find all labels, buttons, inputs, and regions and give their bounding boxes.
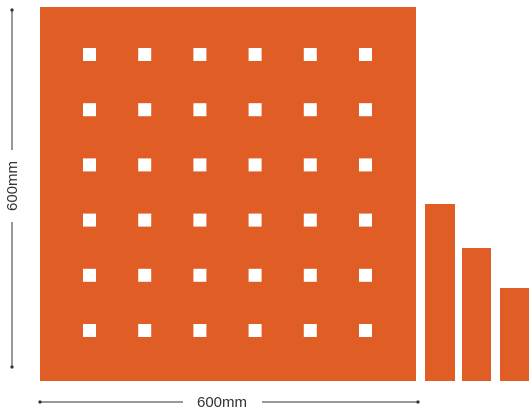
height-dimension: 600mm bbox=[4, 8, 21, 369]
perforation-hole bbox=[193, 324, 207, 337]
perforation-hole bbox=[359, 324, 372, 337]
side-strip-3 bbox=[500, 288, 529, 381]
perforation-hole bbox=[138, 48, 152, 61]
hole-grid bbox=[83, 48, 372, 337]
width-dimension: 600mm bbox=[38, 394, 420, 411]
perforation-hole bbox=[83, 48, 96, 61]
side-strip-1 bbox=[425, 204, 455, 381]
perforation-hole bbox=[359, 268, 372, 282]
perforation-hole bbox=[359, 48, 372, 61]
perforation-hole bbox=[303, 268, 317, 282]
perforation-hole bbox=[248, 213, 262, 227]
width-dimension-label: 600mm bbox=[197, 394, 247, 411]
perforation-hole bbox=[193, 158, 207, 172]
perforation-hole bbox=[248, 268, 262, 282]
perforation-hole bbox=[248, 48, 262, 61]
perforation-hole bbox=[248, 103, 262, 117]
perforated-panel bbox=[40, 7, 416, 381]
perforation-hole bbox=[193, 268, 207, 282]
perforation-hole bbox=[138, 268, 152, 282]
side-strip-2 bbox=[462, 248, 491, 381]
perforation-hole bbox=[248, 158, 262, 172]
height-dimension-label: 600mm bbox=[4, 161, 21, 211]
perforation-hole bbox=[138, 103, 152, 117]
perforation-hole bbox=[193, 103, 207, 117]
perforation-hole bbox=[138, 324, 152, 337]
perforation-hole bbox=[303, 158, 317, 172]
perforation-hole bbox=[83, 324, 96, 337]
perforation-hole bbox=[193, 48, 207, 61]
perforation-hole bbox=[303, 48, 317, 61]
perforation-hole bbox=[248, 324, 262, 337]
perforation-hole bbox=[359, 213, 372, 227]
perforation-hole bbox=[359, 103, 372, 117]
perforation-hole bbox=[359, 158, 372, 172]
perforation-hole bbox=[83, 103, 96, 117]
perforation-hole bbox=[303, 103, 317, 117]
perforation-hole bbox=[83, 158, 96, 172]
perforation-hole bbox=[303, 324, 317, 337]
perforation-hole bbox=[83, 213, 96, 227]
perforation-hole bbox=[193, 213, 207, 227]
perforation-hole bbox=[138, 158, 152, 172]
perforation-hole bbox=[138, 213, 152, 227]
perforation-hole bbox=[303, 213, 317, 227]
perforation-hole bbox=[83, 268, 96, 282]
